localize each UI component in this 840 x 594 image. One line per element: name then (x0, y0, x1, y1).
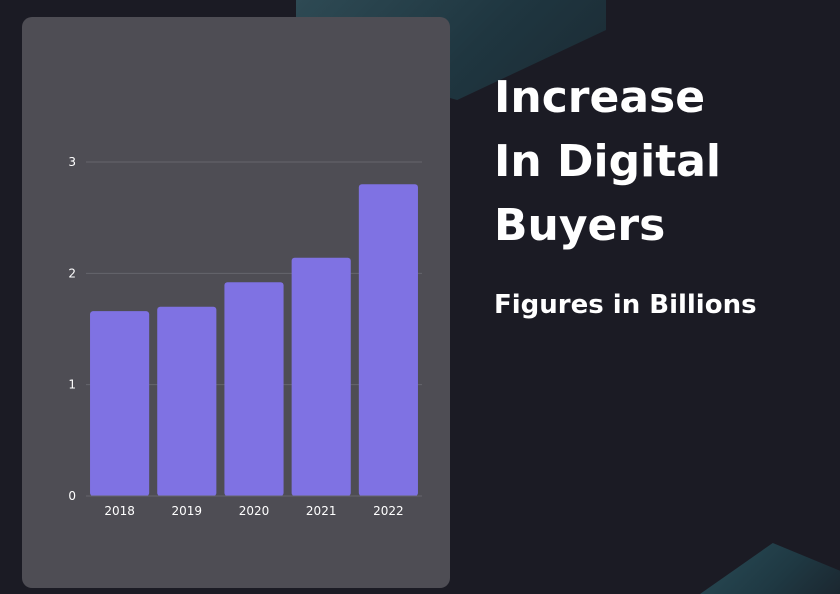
bar-2021 (291, 257, 351, 496)
x-tick-label: 2020 (239, 504, 270, 518)
bar-2020 (224, 282, 284, 496)
bar-2022 (358, 184, 418, 496)
title-line-1: Increase (494, 72, 706, 123)
y-tick-label: 2 (68, 266, 76, 280)
title-line-3: Buyers (494, 200, 666, 251)
y-tick-label: 1 (68, 378, 76, 392)
x-tick-label: 2018 (104, 504, 135, 518)
x-tick-label: 2019 (172, 504, 203, 518)
x-tick-label: 2022 (373, 504, 404, 518)
x-tick-label: 2021 (306, 504, 337, 518)
page-title: Increase In Digital Buyers (494, 66, 824, 258)
title-line-2: In Digital (494, 136, 722, 187)
bar-2018 (90, 311, 150, 496)
page-subtitle: Figures in Billions (494, 290, 757, 320)
y-tick-label: 0 (68, 489, 76, 503)
y-tick-label: 3 (68, 155, 76, 169)
bar-2019 (157, 306, 217, 496)
